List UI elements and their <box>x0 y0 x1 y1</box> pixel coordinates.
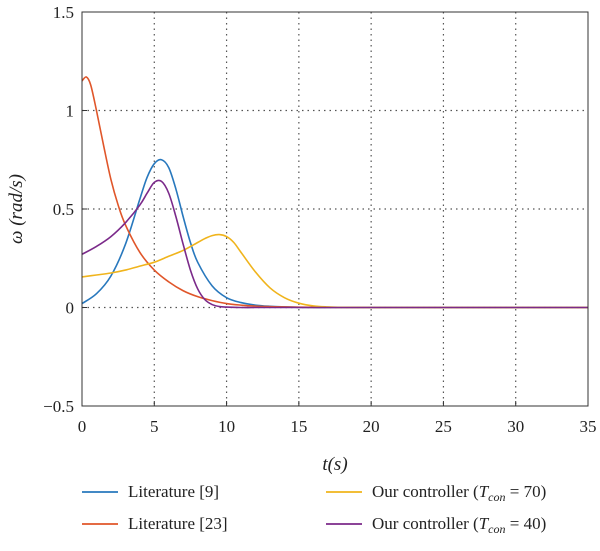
x-tick-label: 30 <box>507 417 524 436</box>
y-axis-label: ω (rad/s) <box>6 174 27 244</box>
legend-label: Literature [9] <box>128 482 219 501</box>
tick-labels: 0 5 10 15 20 25 30 35−0.500.511.5 <box>43 3 596 436</box>
y-tick-label: 1 <box>66 102 75 121</box>
series-line-4 <box>81 179 588 309</box>
x-tick-label: 5 <box>150 417 159 436</box>
legend: Literature [9] Literature [23] Our control… <box>82 482 546 536</box>
y-tick-label: −0.5 <box>43 397 74 416</box>
legend-label: Our controller (Tcon = 40) <box>372 514 546 536</box>
legend-label: Literature [23] <box>128 514 228 533</box>
series-line-2 <box>81 76 588 309</box>
legend-item: Our controller (Tcon = 70) <box>326 482 546 504</box>
y-tick-label: 1.5 <box>53 3 74 22</box>
series-layer <box>81 76 588 309</box>
series-line-3 <box>81 233 588 309</box>
x-tick-label: 15 <box>290 417 307 436</box>
x-axis-label: t(s) <box>322 454 347 475</box>
legend-item: Our controller (Tcon = 40) <box>326 514 546 536</box>
legend-item: Literature [9] <box>82 482 219 501</box>
x-tick-label: 20 <box>363 417 380 436</box>
legend-item: Literature [23] <box>82 514 228 533</box>
legend-label: Our controller (Tcon = 70) <box>372 482 546 504</box>
y-tick-label: 0.5 <box>53 200 74 219</box>
x-tick-label: 10 <box>218 417 235 436</box>
x-tick-label: 0 <box>78 417 87 436</box>
y-tick-label: 0 <box>66 299 75 318</box>
x-tick-label: 25 <box>435 417 452 436</box>
grid-lines <box>82 12 588 406</box>
series-line-1 <box>81 158 588 309</box>
x-tick-label: 35 <box>580 417 597 436</box>
